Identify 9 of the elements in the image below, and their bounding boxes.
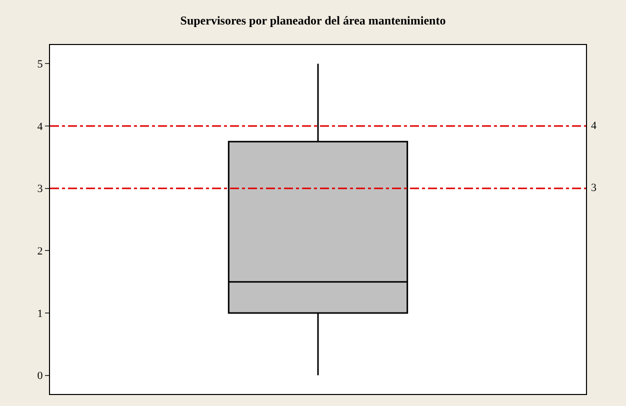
y-tick-label: 5 (37, 58, 44, 71)
ref-line-label: 4 (591, 120, 597, 132)
y-tick-label: 2 (37, 246, 43, 258)
y-tick-label: 0 (37, 370, 44, 382)
y-tick-label: 3 (37, 183, 44, 196)
chart-title: Supervisores por planeador del área mantenimiento (180, 14, 446, 28)
y-tick-label: 4 (37, 120, 44, 133)
y-tick-label: 1 (37, 308, 43, 320)
ref-line-label: 3 (591, 182, 597, 194)
